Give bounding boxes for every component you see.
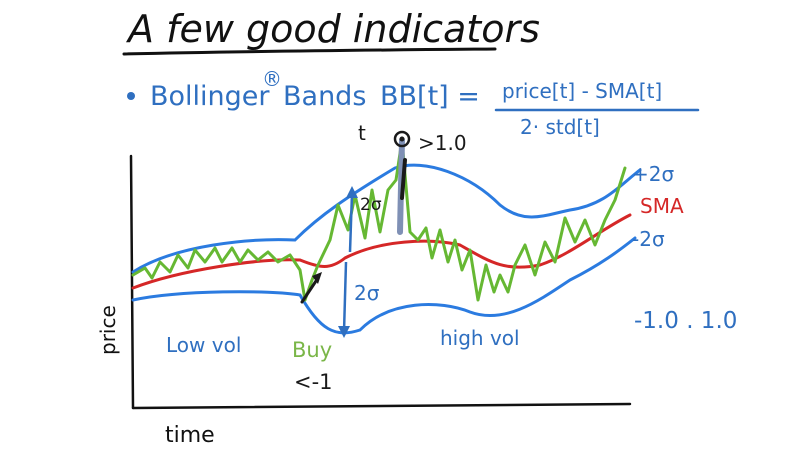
formula-numerator: price[t] - SMA[t] <box>502 79 662 103</box>
upper-band-line <box>131 163 642 274</box>
formula-lhs: BB[t] = <box>380 81 480 112</box>
lower-width-arrow <box>342 261 348 333</box>
low-vol-label: Low vol <box>166 333 241 357</box>
greater-than-label: >1.0 <box>418 131 467 155</box>
t-marker-label: t <box>358 121 366 145</box>
t-marker-circle <box>393 130 411 148</box>
price-line <box>131 138 627 302</box>
t-marker-stroke <box>400 158 407 200</box>
t-marker-dot <box>399 136 405 142</box>
range-label: -1.0 . 1.0 <box>634 308 737 334</box>
lower-band-label: -2σ <box>632 227 665 251</box>
upper-band-label: +2σ <box>632 162 674 186</box>
bullet-label-tail: Bands <box>283 81 366 112</box>
x-axis-label: time <box>165 423 215 447</box>
upper-width-arrowhead <box>346 186 358 198</box>
lower-band-line <box>131 236 637 335</box>
y-axis-label: price <box>96 305 120 355</box>
buy-arrow-line <box>300 276 320 304</box>
buy-label: Buy <box>292 338 332 362</box>
sma-label: SMA <box>640 194 684 218</box>
title-underline <box>122 47 497 56</box>
upper-width-arrow <box>348 192 354 253</box>
y-axis <box>129 154 135 410</box>
bullet-dot <box>127 92 135 100</box>
lower-width-label: 2σ <box>354 281 380 305</box>
page-title: A few good indicators <box>125 7 540 51</box>
bullet-label: Bollinger <box>150 81 270 112</box>
high-vol-label: high vol <box>440 326 520 350</box>
x-axis <box>131 402 632 410</box>
buy-condition-label: <-1 <box>294 370 333 394</box>
registered-mark: ® <box>262 67 282 91</box>
buy-arrowhead <box>312 272 322 284</box>
upper-width-label: 2σ <box>360 195 382 215</box>
sma-line <box>131 213 632 290</box>
lower-width-arrowhead <box>338 326 350 338</box>
formula-denominator: 2· std[t] <box>520 115 600 139</box>
